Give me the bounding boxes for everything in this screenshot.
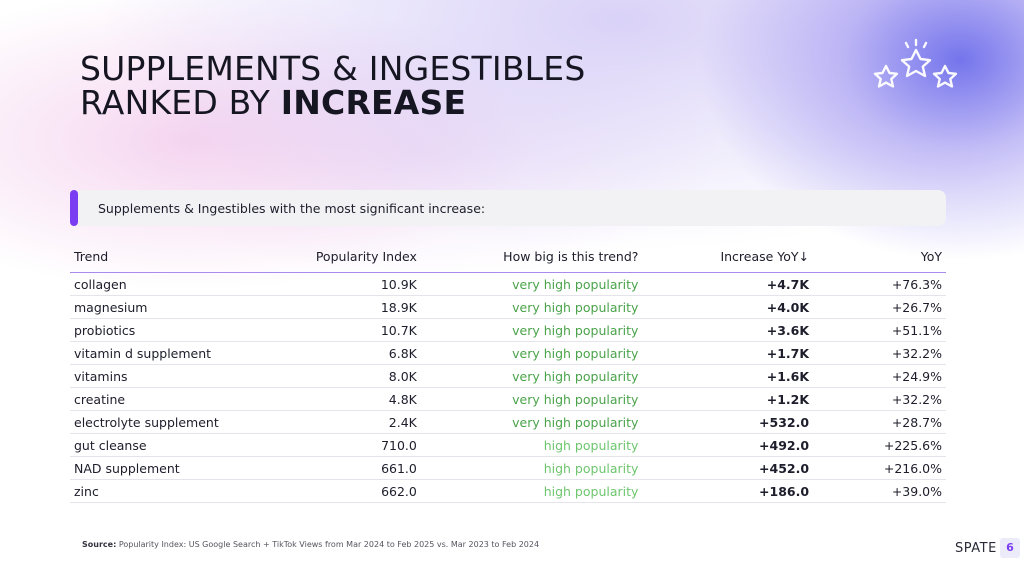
increase-cell: +1.6K	[642, 364, 814, 388]
table-row: vitamin d supplement 6.8K very high popula…	[70, 341, 946, 365]
trend-size-cell: high popularity	[420, 479, 643, 503]
source-note: Source: Popularity Index: US Google Sear…	[82, 540, 539, 549]
title-line-2-prefix: RANKED BY	[80, 83, 281, 122]
header-trend: Trend	[70, 240, 260, 273]
yoy-cell: +24.9%	[813, 364, 946, 388]
trend-cell: probiotics	[70, 318, 260, 342]
trend-cell: zinc	[70, 479, 260, 503]
trends-table: Trend Popularity Index How big is this t…	[70, 240, 946, 503]
increase-cell: +1.7K	[642, 341, 814, 365]
title-line-1: SUPPLEMENTS & INGESTIBLES	[80, 49, 586, 88]
popularity-cell: 10.7K	[259, 318, 421, 342]
popularity-cell: 8.0K	[259, 364, 421, 388]
table-row: electrolyte supplement 2.4K very high popu…	[70, 410, 946, 434]
header-yoy: YoY	[813, 240, 946, 273]
yoy-cell: +76.3%	[813, 272, 946, 296]
trend-size-cell: very high popularity	[420, 318, 643, 342]
increase-cell: +3.6K	[642, 318, 814, 342]
trend-cell: vitamins	[70, 364, 260, 388]
popularity-cell: 10.9K	[259, 272, 421, 296]
table-row: vitamins 8.0K very high popularity +1.6K +24…	[70, 364, 946, 388]
trend-size-cell: very high popularity	[420, 272, 643, 296]
popularity-cell: 661.0	[259, 456, 421, 480]
trend-cell: collagen	[70, 272, 260, 296]
trend-size-cell: very high popularity	[420, 364, 643, 388]
banner-accent-bar	[70, 190, 78, 226]
trend-size-cell: very high popularity	[420, 387, 643, 411]
brand-logo: SPATE	[955, 541, 997, 556]
banner-text: Supplements & Ingestibles with the most …	[98, 201, 486, 216]
yoy-cell: +28.7%	[813, 410, 946, 434]
stars-icon	[873, 38, 958, 88]
table-row: gut cleanse 710.0 high popularity +492.0 +22…	[70, 433, 946, 457]
trend-cell: electrolyte supplement	[70, 410, 260, 434]
popularity-cell: 4.8K	[259, 387, 421, 411]
popularity-cell: 6.8K	[259, 341, 421, 365]
increase-cell: +4.0K	[642, 295, 814, 319]
subtitle-banner: Supplements & Ingestibles with the most …	[70, 190, 946, 226]
header-how-big: How big is this trend?	[420, 240, 643, 273]
yoy-cell: +216.0%	[813, 456, 946, 480]
popularity-cell: 710.0	[259, 433, 421, 457]
popularity-cell: 2.4K	[259, 410, 421, 434]
increase-cell: +452.0	[642, 456, 814, 480]
trend-size-cell: very high popularity	[420, 410, 643, 434]
increase-cell: +4.7K	[642, 272, 814, 296]
table-row: probiotics 10.7K very high popularity +3.6K…	[70, 318, 946, 342]
popularity-cell: 662.0	[259, 479, 421, 503]
yoy-cell: +39.0%	[813, 479, 946, 503]
increase-cell: +1.2K	[642, 387, 814, 411]
table-row: zinc 662.0 high popularity +186.0 +39.0%	[70, 479, 946, 503]
increase-cell: +492.0	[642, 433, 814, 457]
increase-cell: +532.0	[642, 410, 814, 434]
yoy-cell: +32.2%	[813, 387, 946, 411]
yoy-cell: +225.6%	[813, 433, 946, 457]
trend-size-cell: high popularity	[420, 456, 643, 480]
table-row: magnesium 18.9K very high popularity +4.0K +…	[70, 295, 946, 319]
trend-cell: vitamin d supplement	[70, 341, 260, 365]
source-label: Source:	[82, 540, 117, 549]
title-line-2-emphasis: INCREASE	[280, 83, 467, 122]
table-row: collagen 10.9K very high popularity +4.7K +7…	[70, 272, 946, 296]
page-title: SUPPLEMENTS & INGESTIBLES RANKED BY INCR…	[80, 52, 585, 120]
trend-size-cell: very high popularity	[420, 341, 643, 365]
yoy-cell: +51.1%	[813, 318, 946, 342]
header-popularity-index: Popularity Index	[259, 240, 421, 273]
increase-cell: +186.0	[642, 479, 814, 503]
table-row: NAD supplement 661.0 high popularity +452.0…	[70, 456, 946, 480]
trend-cell: creatine	[70, 387, 260, 411]
header-increase-yoy[interactable]: Increase YoY↓	[642, 240, 814, 273]
yoy-cell: +32.2%	[813, 341, 946, 365]
trend-cell: magnesium	[70, 295, 260, 319]
trend-size-cell: high popularity	[420, 433, 643, 457]
yoy-cell: +26.7%	[813, 295, 946, 319]
table-row: creatine 4.8K very high popularity +1.2K +32…	[70, 387, 946, 411]
table-header-row: Trend Popularity Index How big is this t…	[70, 240, 946, 273]
popularity-cell: 18.9K	[259, 295, 421, 319]
page-number: 6	[1000, 538, 1020, 558]
source-text: Popularity Index: US Google Search + Tik…	[118, 540, 540, 549]
trend-size-cell: very high popularity	[420, 295, 643, 319]
trend-cell: NAD supplement	[70, 456, 260, 480]
trend-cell: gut cleanse	[70, 433, 260, 457]
